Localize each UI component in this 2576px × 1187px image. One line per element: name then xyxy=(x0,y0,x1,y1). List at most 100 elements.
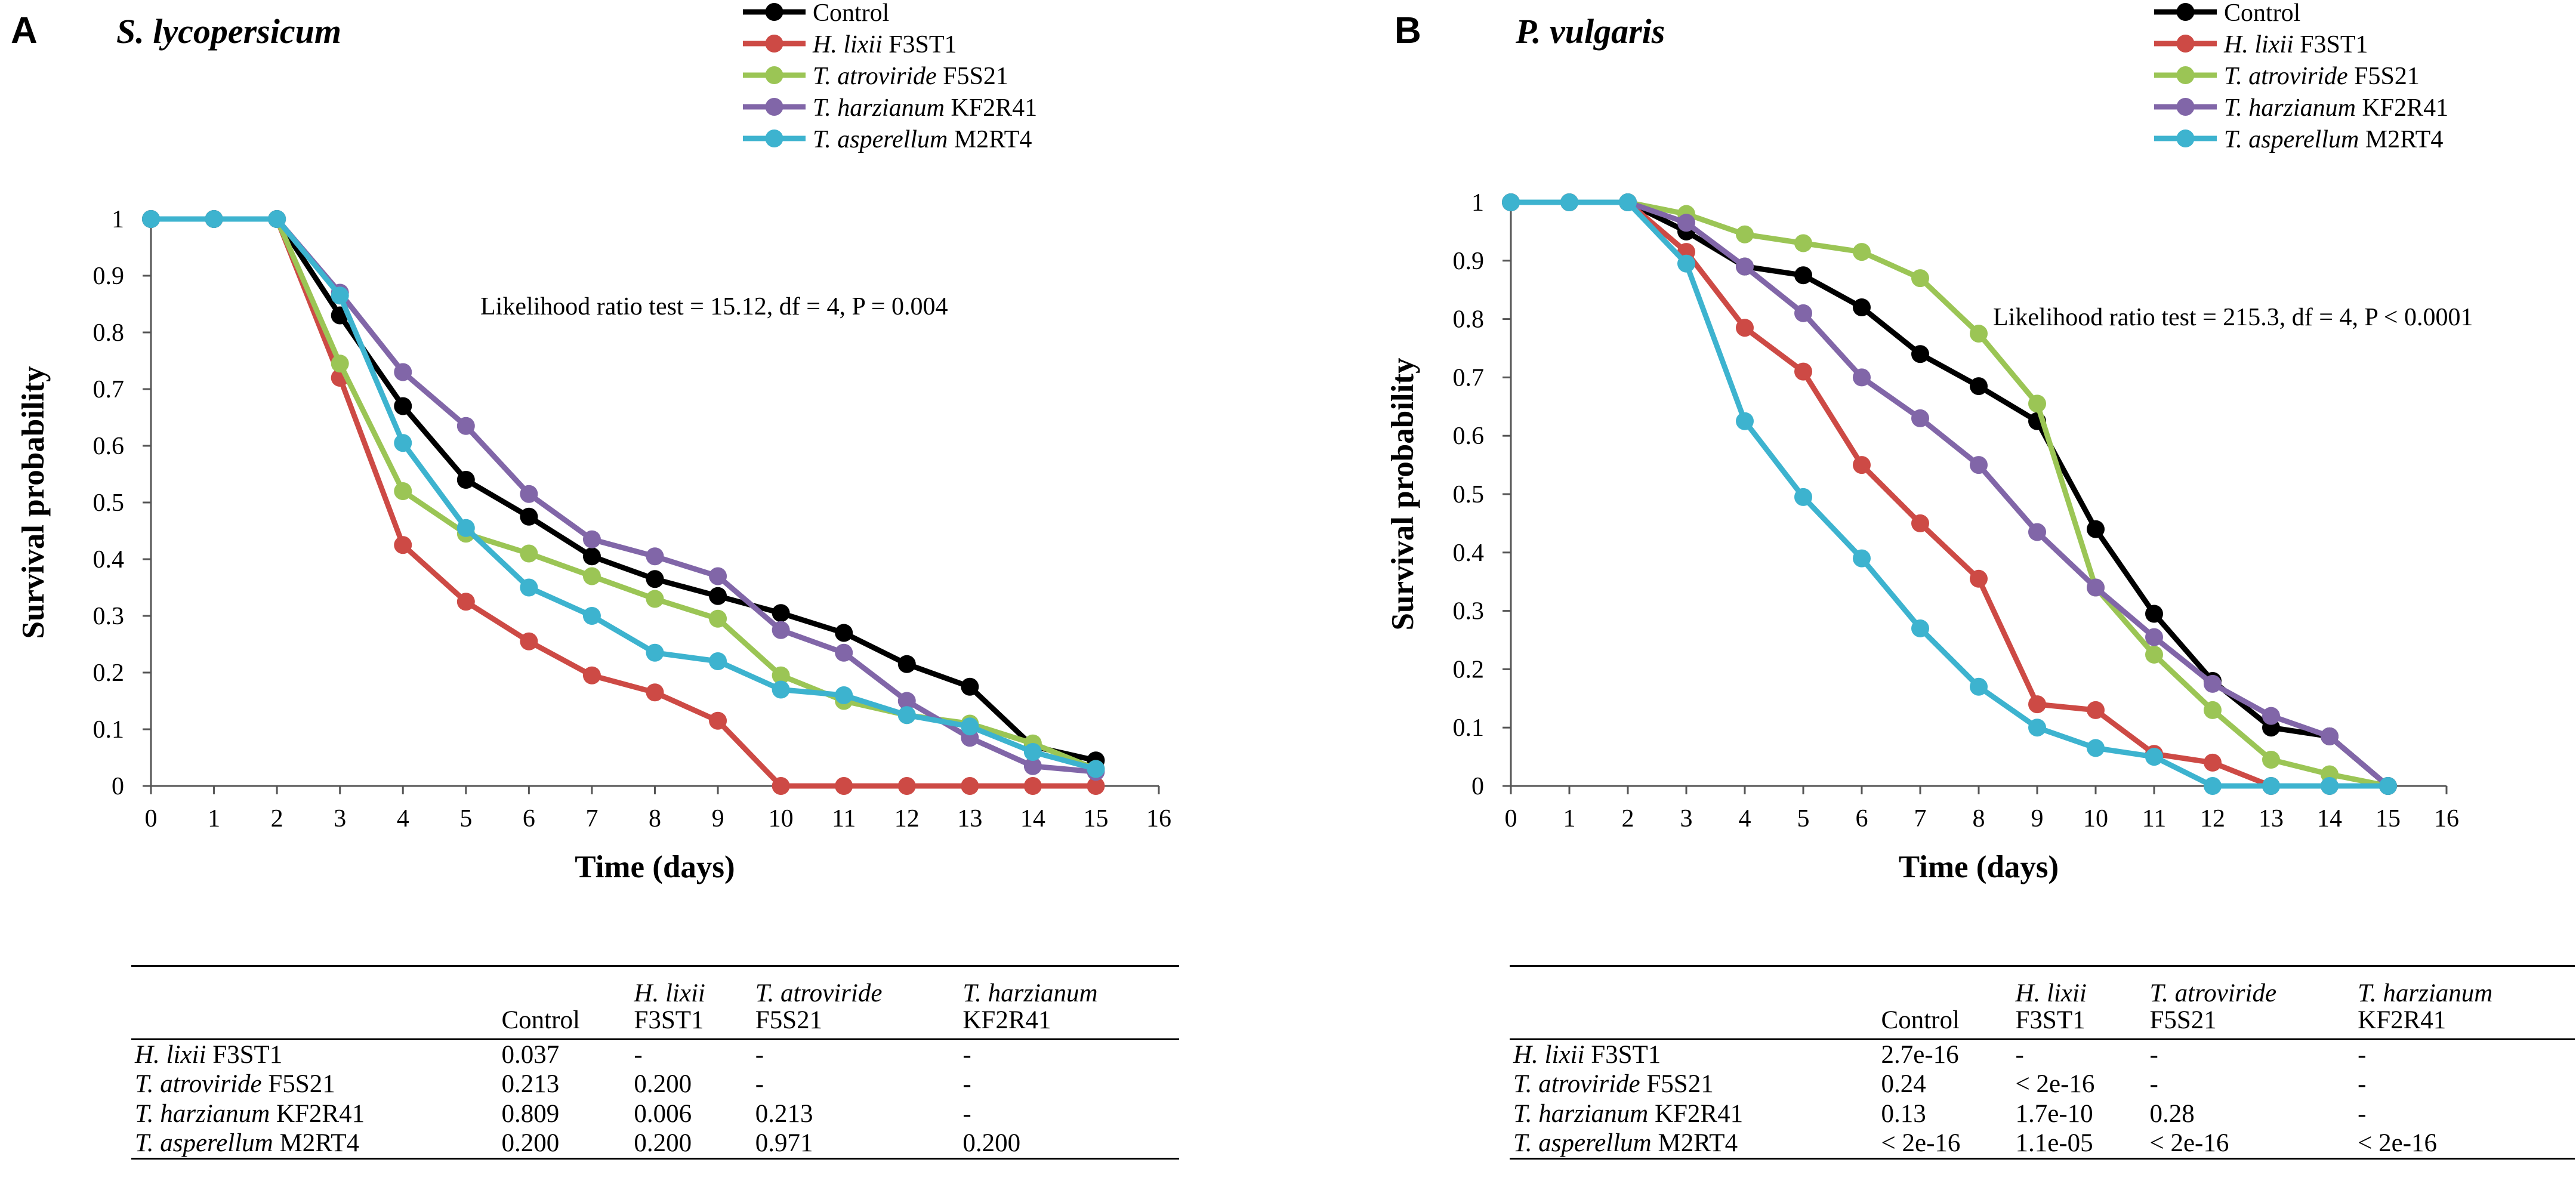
x-tick-label: 5 xyxy=(459,805,472,833)
data-point xyxy=(2379,777,2397,795)
pvalue-cell: < 2e-16 xyxy=(1881,1129,1961,1157)
pvalue-cell: 0.13 xyxy=(1881,1099,1926,1128)
row-label: T. harzianum KF2R41 xyxy=(1513,1099,1744,1128)
x-tick-label: 8 xyxy=(649,805,661,833)
table-header-cell xyxy=(1510,966,1878,1040)
pvalue-cell: - xyxy=(962,1041,971,1069)
series-line xyxy=(1511,199,2390,788)
y-tick-label: 1 xyxy=(1471,189,1484,217)
data-point xyxy=(1794,362,1812,381)
y-tick-label: 0.7 xyxy=(1453,364,1485,391)
panel-label: B xyxy=(1395,10,1421,51)
x-tick-label: 11 xyxy=(832,805,856,833)
series-4 xyxy=(1502,193,2397,795)
table-row: T. harzianum KF2R41 0.809 0.006 0.213 - xyxy=(131,1099,1179,1129)
x-tick-label: 3 xyxy=(1680,805,1693,833)
data-point xyxy=(2028,523,2046,541)
data-point xyxy=(520,544,538,563)
data-point xyxy=(772,604,790,622)
x-tick-label: 3 xyxy=(334,805,346,833)
series-line xyxy=(1511,199,2388,789)
likelihood-annotation: Likelihood ratio test = 215.3, df = 4, P… xyxy=(1993,304,2473,331)
data-point xyxy=(1736,319,1754,337)
data-point xyxy=(582,607,601,625)
series-3 xyxy=(1502,193,2397,795)
data-point xyxy=(2321,777,2339,795)
x-tick-label: 9 xyxy=(712,805,724,833)
pvalue-cell: - xyxy=(2149,1070,2158,1099)
data-point xyxy=(709,711,727,730)
y-tick-label: 0.1 xyxy=(93,716,125,744)
legend-marker xyxy=(2176,3,2195,21)
pvalue-cell: 0.213 xyxy=(755,1099,813,1128)
data-point xyxy=(456,417,475,435)
pvalue-cell: 0.200 xyxy=(634,1070,692,1099)
data-point xyxy=(582,567,601,585)
data-point xyxy=(2204,701,2222,719)
pvalue-cell: - xyxy=(962,1070,971,1099)
series-1 xyxy=(1502,193,2397,795)
table-row: T. atroviride F5S21 0.24 < 2e-16 - - xyxy=(1510,1069,2575,1099)
x-axis-label: Time (days) xyxy=(1899,850,2059,884)
legend-label: T. harzianum KF2R41 xyxy=(2224,94,2448,122)
row-label: T. harzianum KF2R41 xyxy=(135,1099,365,1128)
data-point xyxy=(772,777,790,795)
series-line xyxy=(151,216,1097,772)
y-axis-label: Survival probability xyxy=(1386,358,1420,631)
data-point xyxy=(1736,225,1754,243)
x-tick-label: 8 xyxy=(1973,805,1985,833)
pvalue-cell: 0.213 xyxy=(501,1070,560,1099)
x-tick-label: 1 xyxy=(1563,805,1576,833)
data-point xyxy=(1970,325,1988,343)
data-point xyxy=(1970,456,1988,474)
pvalue-cell: - xyxy=(2358,1070,2367,1099)
x-tick-label: 4 xyxy=(397,805,409,833)
table-row: T. harzianum KF2R41 0.13 1.7e-10 0.28 - xyxy=(1510,1099,2575,1129)
data-point xyxy=(835,643,853,662)
pvalue-cell: 1.7e-10 xyxy=(2015,1099,2093,1128)
data-point xyxy=(1794,234,1812,252)
data-point xyxy=(1794,304,1812,322)
data-point xyxy=(1853,456,1871,474)
y-tick-label: 0.5 xyxy=(1453,481,1485,508)
data-point xyxy=(2028,719,2046,737)
pvalue-cell: - xyxy=(634,1041,643,1069)
pvalue-cell: - xyxy=(755,1070,764,1099)
x-tick-label: 0 xyxy=(1505,805,1517,833)
y-tick-label: 0.3 xyxy=(1453,598,1485,625)
data-point xyxy=(582,666,601,685)
data-point xyxy=(709,567,727,585)
x-tick-label: 4 xyxy=(1739,805,1751,833)
data-point xyxy=(582,547,601,566)
series-4 xyxy=(142,210,1105,778)
table-header-row: Control H. lixii F3ST1 T. atroviride F5S21 T.… xyxy=(131,966,1179,1040)
series-0 xyxy=(1502,193,2397,795)
legend-label: H. lixii F3ST1 xyxy=(812,31,957,58)
y-tick-label: 0.3 xyxy=(93,603,125,630)
legend-label: T. harzianum KF2R41 xyxy=(813,94,1037,122)
data-point xyxy=(2204,753,2222,772)
series-line xyxy=(1511,199,2390,788)
data-point xyxy=(2028,394,2046,413)
legend-label: T. atroviride F5S21 xyxy=(2224,63,2420,90)
data-point xyxy=(582,530,601,548)
y-tick-label: 0.8 xyxy=(1453,306,1485,334)
data-point xyxy=(1794,266,1812,285)
pvalue-cell: 2.7e-16 xyxy=(1881,1041,1959,1069)
y-tick-label: 0.4 xyxy=(93,546,125,574)
table-row: T. asperellum M2RT4 0.200 0.200 0.971 0.200 xyxy=(131,1129,1179,1159)
data-point xyxy=(1970,569,1988,588)
data-point xyxy=(646,683,664,702)
x-axis-label: Time (days) xyxy=(575,850,735,884)
y-tick-label: 0.9 xyxy=(1453,248,1485,275)
legend-marker xyxy=(2176,35,2195,53)
x-tick-label: 11 xyxy=(2142,805,2166,833)
data-point xyxy=(1502,193,1520,211)
table-header-row: Control H. lixii F3ST1 T. atroviride F5S21 T.… xyxy=(1510,966,2575,1040)
data-point xyxy=(2204,777,2222,795)
data-point xyxy=(1853,243,1871,261)
data-point xyxy=(1911,619,1929,637)
data-point xyxy=(2262,750,2280,769)
